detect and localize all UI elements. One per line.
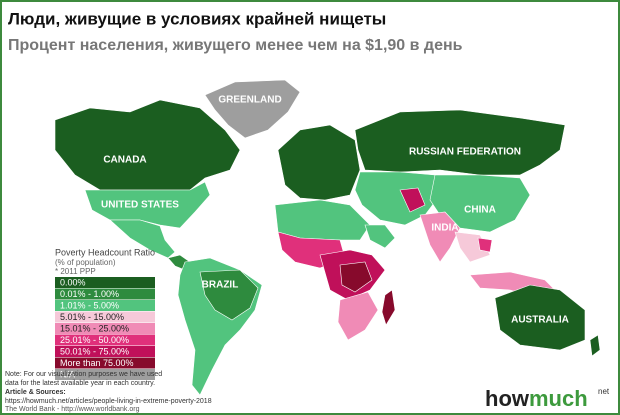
legend-swatch xyxy=(55,346,155,357)
canada xyxy=(54,99,241,191)
legend-swatch xyxy=(55,288,155,300)
madagascar xyxy=(381,289,396,326)
note: data for the latest available year in ea… xyxy=(5,380,155,387)
legend-label: 5.01% - 15.00% xyxy=(60,312,124,322)
legend-swatch xyxy=(55,311,155,323)
legend-label: More than 75.00% xyxy=(60,358,134,368)
map-label: BRAZIL xyxy=(202,280,239,291)
australia xyxy=(494,284,586,351)
legend-label: 1.01% - 5.00% xyxy=(60,300,119,310)
legend-label: 15.01% - 25.00% xyxy=(60,323,129,333)
greenland xyxy=(204,79,301,139)
russia xyxy=(354,109,566,176)
legend-swatch xyxy=(55,357,155,369)
legend-label: 25.01% - 50.00% xyxy=(60,335,129,345)
legend-label: N/A xyxy=(60,369,75,379)
legend-title: Poverty Headcount Ratio xyxy=(55,247,155,257)
central-asia xyxy=(354,171,441,226)
map-label: UNITED STATES xyxy=(101,200,179,211)
legend-label: 50.01% - 75.00% xyxy=(60,346,129,356)
sources-heading: Article & Sources: xyxy=(5,389,66,396)
note: Note: For our visualization purposes we … xyxy=(5,371,162,378)
afghanistan xyxy=(399,187,426,213)
europe xyxy=(277,124,361,201)
myanmar xyxy=(477,237,493,253)
southern-africa xyxy=(337,291,379,341)
subtitle: Процент населения, живущего менее чем на… xyxy=(8,37,463,54)
world-map: GREENLAND CANADA UNITED STATES RUSSIAN F… xyxy=(54,79,601,396)
china xyxy=(429,174,531,233)
brand-part: how xyxy=(485,386,530,411)
new-zealand xyxy=(589,334,601,357)
legend-note: * 2011 PPP xyxy=(55,267,96,276)
map-label: CANADA xyxy=(103,155,146,166)
legend-swatch xyxy=(55,277,155,288)
source-link: https://howmuch.net/articles/people-livi… xyxy=(5,398,212,405)
map-label: RUSSIAN FEDERATION xyxy=(409,147,521,158)
mexico xyxy=(109,219,176,259)
map-label: INDIA xyxy=(431,223,458,234)
brand: howmuch xyxy=(485,386,588,411)
legend-subtitle: (% of population) xyxy=(55,258,116,267)
brand-suffix: net xyxy=(598,387,610,396)
map-label: CHINA xyxy=(464,205,496,216)
map-label: AUSTRALIA xyxy=(511,315,569,326)
legend-swatch xyxy=(55,369,155,380)
legend-swatch xyxy=(55,300,155,311)
middle-east xyxy=(364,224,396,249)
drc xyxy=(339,261,373,293)
title: Люди, живущие в условиях крайней нищеты xyxy=(8,9,386,28)
india xyxy=(419,211,461,263)
brazil xyxy=(199,269,259,321)
legend-label: 0.01% - 1.00% xyxy=(60,289,119,299)
source-link: The World Bank - http://www.worldbank.or… xyxy=(5,406,140,413)
legend: Poverty Headcount Ratio (% of population… xyxy=(55,247,155,380)
legend-swatch xyxy=(55,334,155,346)
legend-swatch xyxy=(55,323,155,334)
legend-label: 0.00% xyxy=(60,277,86,287)
map-label: GREENLAND xyxy=(218,95,281,106)
united-states xyxy=(84,181,211,229)
brand-part: much xyxy=(529,386,588,411)
